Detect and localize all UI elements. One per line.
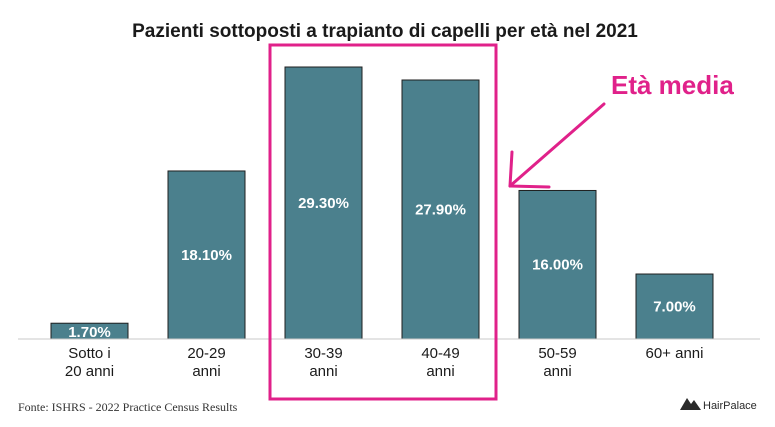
bar-3 <box>401 79 480 340</box>
category-label: Sotto i <box>68 345 111 362</box>
bar-2 <box>284 66 363 340</box>
bar-value-label: 29.30% <box>298 195 349 212</box>
bar-4 <box>518 189 597 340</box>
bar-1 <box>167 170 246 340</box>
bar-value-label: 18.10% <box>181 247 232 264</box>
bar-value-label: 27.90% <box>415 201 466 218</box>
category-label: anni <box>543 363 571 380</box>
category-label: anni <box>192 363 220 380</box>
category-label: 50-59 <box>538 345 576 362</box>
category-label: 20-29 <box>187 345 225 362</box>
category-label: anni <box>426 363 454 380</box>
category-label: 40-49 <box>421 345 459 362</box>
brand-logo: HairPalace <box>680 398 757 412</box>
brand-name: HairPalace <box>703 400 757 412</box>
category-label: 20 anni <box>65 363 114 380</box>
bar-value-labels: 1.70% 18.10% 29.30% 27.90% 16.00% 7.00% <box>68 195 696 341</box>
annotation-label: Età media <box>611 70 734 100</box>
chart-title: Pazienti sottoposti a trapianto di capel… <box>132 21 638 42</box>
category-label: 30-39 <box>304 345 342 362</box>
highlight-box <box>268 43 498 401</box>
category-label: 60+ anni <box>646 345 704 362</box>
bars-group <box>50 66 714 340</box>
bar-value-label: 1.70% <box>68 324 111 341</box>
mountain-logo-icon <box>680 398 701 410</box>
bar-value-label: 7.00% <box>653 299 696 316</box>
annotation-arrow <box>508 102 606 189</box>
bar-value-label: 16.00% <box>532 257 583 274</box>
category-labels: Sotto i20 anni20-29anni30-39anni40-49ann… <box>65 345 704 380</box>
source-note: Fonte: ISHRS - 2022 Practice Census Resu… <box>18 400 238 414</box>
category-label: anni <box>309 363 337 380</box>
